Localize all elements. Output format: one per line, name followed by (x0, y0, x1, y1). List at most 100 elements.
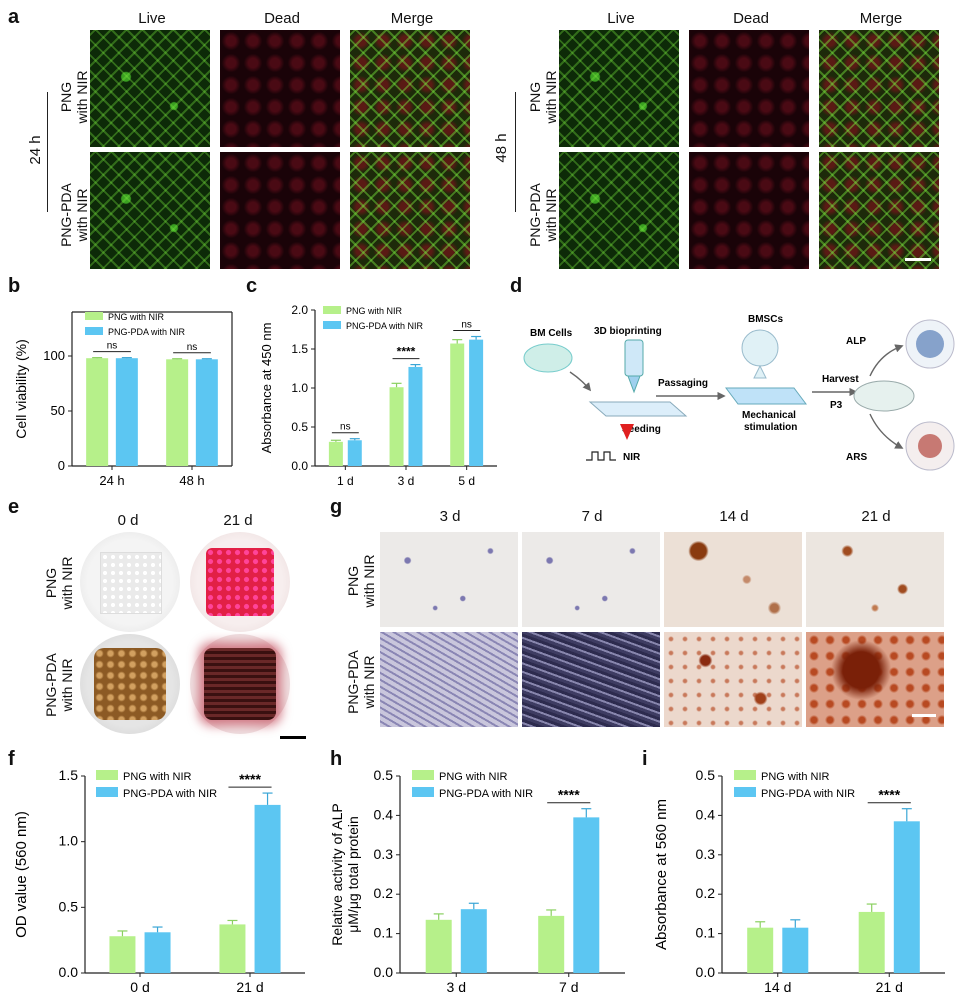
header-e-0d: 0 d (117, 512, 139, 529)
stain-png-3d (380, 532, 518, 627)
micrograph-merge-24h-pda (350, 152, 470, 269)
header-merge-right: Merge (859, 10, 903, 27)
legend-label-png: PNG with NIR (108, 312, 165, 322)
y-tick-label: 0.4 (696, 806, 716, 822)
x-tick-label: 24 h (99, 473, 124, 488)
legend-label-png: PNG with NIR (346, 306, 403, 316)
culture-dish (853, 380, 915, 412)
legend-swatch-pda (96, 787, 118, 797)
legend-label-pda: PNG-PDA with NIR (439, 788, 533, 800)
x-tick-label: 3 d (447, 979, 466, 995)
scaffold-grid-white (100, 552, 162, 614)
time-label-24h: 24 h (27, 135, 44, 165)
time-label-48h: 48 h (493, 133, 510, 163)
stain-pda-7d (522, 632, 660, 727)
significance-label: ns (461, 320, 472, 331)
y-tick-label: 0.0 (59, 964, 79, 980)
bar-png-5d (450, 343, 465, 466)
y-tick-label: 0.5 (696, 767, 716, 783)
scaffold-grid-red (206, 548, 274, 616)
panel-label-d: d (510, 275, 523, 297)
legend-swatch-pda (734, 787, 756, 797)
label-harvest: Harvest (822, 374, 859, 385)
y-tick-label: 2.0 (291, 303, 308, 317)
bar-pda-1d (347, 440, 362, 466)
bar-png-24h (86, 358, 109, 466)
significance-label: **** (878, 787, 900, 803)
header-dead-left: Dead (264, 10, 300, 27)
significance-label: ns (187, 342, 198, 353)
header-g-7d: 7 d (581, 508, 603, 525)
legend-swatch-pda (412, 787, 434, 797)
y-tick-label: 0.2 (696, 885, 716, 901)
legend-swatch-pda (323, 321, 341, 329)
y-tick-label: 1.5 (59, 767, 79, 783)
y-axis-label-line: Relative activity of ALP (329, 803, 345, 945)
panel-label-b: b (8, 275, 21, 297)
panel-label-c: c (246, 275, 258, 297)
y-axis-label: OD value (560 nm) (13, 811, 30, 938)
bar-pda-21d (254, 804, 281, 973)
scaffold-photo-png-0d (80, 532, 180, 632)
header-g-3d: 3 d (439, 508, 461, 525)
workflow-schematic: BM Cells 3D bioprinting Seeding NIR Pass… (523, 314, 955, 471)
legend-label-pda: PNG-PDA with NIR (346, 321, 424, 331)
mechanical-plate (725, 387, 807, 405)
y-tick-label: 1.0 (291, 381, 308, 395)
bioprinter-syringe (624, 339, 644, 377)
label-bioprinting: 3D bioprinting (594, 326, 662, 337)
row-label-e-pda: PNG-PDA with NIR (43, 653, 75, 717)
stain-pda-14d (664, 632, 802, 727)
arrow-seeding (569, 371, 592, 392)
bar-pda-0d (144, 932, 171, 973)
y-tick-label: 0.3 (374, 846, 394, 862)
label-p3: P3 (830, 400, 843, 411)
header-live-left: Live (138, 10, 166, 27)
header-g-14d: 14 d (719, 508, 749, 525)
y-tick-label: 0.0 (374, 964, 394, 980)
label-nir: NIR (623, 452, 641, 463)
legend-label-png: PNG with NIR (123, 771, 192, 783)
chart-f: 0.0 0.5 1.0 1.5 OD value (560 nm) 0 d 21 d ****… (13, 767, 305, 995)
scaffold-photo-png-21d (190, 532, 290, 632)
y-tick-label: 0.5 (59, 898, 79, 914)
scale-bar-a (905, 258, 931, 261)
panel-label-a: a (8, 6, 20, 28)
stain-png-14d (664, 532, 802, 627)
x-tick-label: 5 d (458, 474, 475, 488)
y-tick-label: 100 (43, 348, 65, 363)
scale-bar-e (280, 736, 306, 739)
arrow-alp (869, 344, 904, 377)
panel-label-i: i (642, 748, 648, 770)
header-live-right: Live (607, 10, 635, 27)
header-e-21d: 21 d (223, 512, 253, 529)
legend-label-png: PNG with NIR (761, 771, 830, 783)
micrograph-live-24h-png (90, 30, 210, 147)
micrograph-merge-48h-pda (819, 152, 939, 269)
legend-label-pda: PNG-PDA with NIR (761, 788, 855, 800)
y-axis-label-line: μM/μg total protein (345, 816, 361, 933)
label-ars: ARS (846, 452, 867, 463)
y-tick-label: 50 (51, 403, 65, 418)
chart-b: 0 50 100 Cell viability (%) 24 h ns 48 h ns PNG … (13, 311, 233, 488)
bracket-24h (47, 92, 48, 212)
scaffold-grid-dark (204, 648, 276, 720)
bar-pda-48h (195, 359, 218, 466)
ars-stain (918, 434, 942, 458)
label-mech-2: stimulation (744, 422, 797, 433)
header-g-21d: 21 d (861, 508, 891, 525)
header-merge-left: Merge (390, 10, 434, 27)
alp-stain (916, 330, 944, 358)
x-tick-label: 21 d (236, 979, 263, 995)
micrograph-dead-48h-png (689, 30, 809, 147)
significance-label: **** (397, 345, 416, 359)
bar-pda-24h (115, 358, 138, 466)
row-label-e-png: PNG with NIR (43, 556, 75, 610)
bracket-48h (515, 92, 516, 212)
y-axis-label: Relative activity of ALPμM/μg total prot… (329, 803, 361, 945)
row-label-g-pda: PNG-PDA with NIR (345, 650, 377, 714)
x-tick-label: 14 d (764, 979, 791, 995)
y-axis-label: Absorbance at 450 nm (259, 323, 274, 454)
y-tick-label: 1.5 (291, 342, 308, 356)
bar-png-21d (219, 924, 246, 973)
